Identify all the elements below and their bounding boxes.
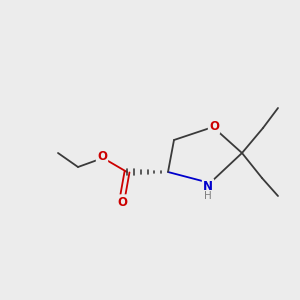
Text: O: O — [97, 149, 107, 163]
Text: N: N — [203, 179, 213, 193]
Text: O: O — [117, 196, 127, 208]
Text: H: H — [204, 191, 212, 201]
Text: O: O — [209, 120, 219, 133]
